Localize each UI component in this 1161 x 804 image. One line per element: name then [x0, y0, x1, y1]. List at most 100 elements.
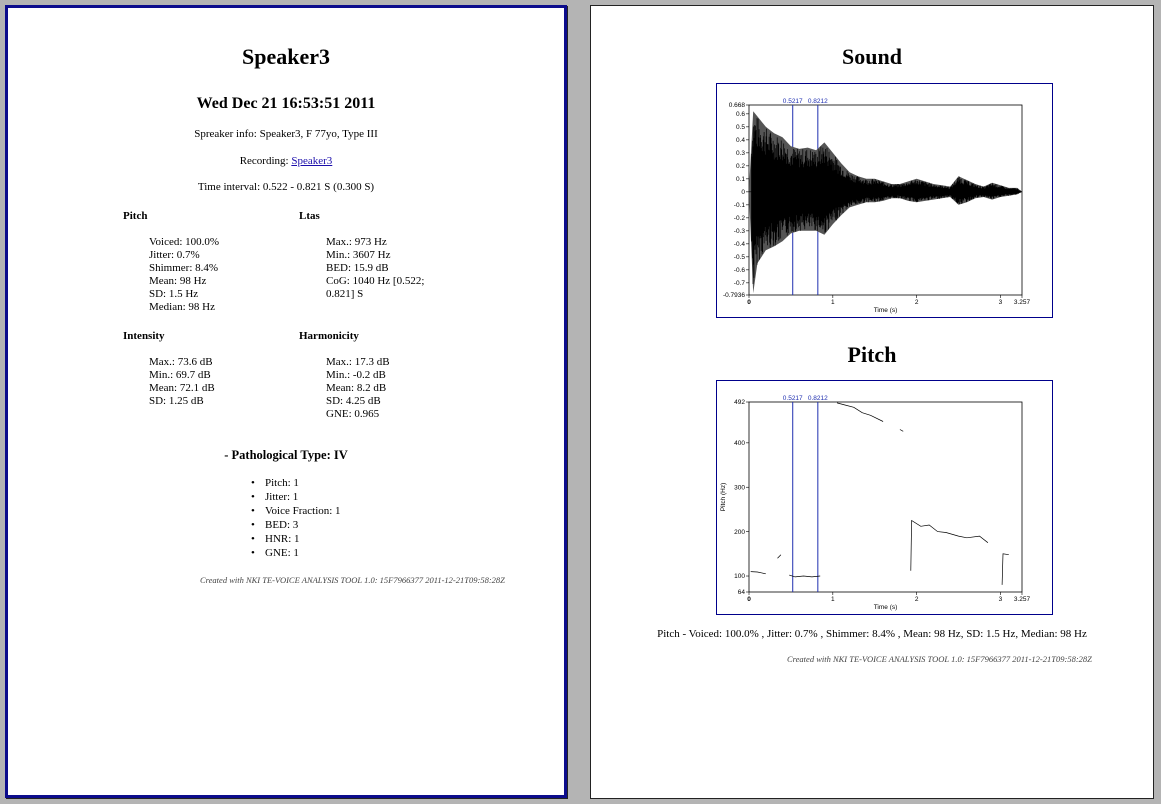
- ltas-heading: Ltas: [299, 210, 320, 222]
- pitch-jitter: Jitter: 0.7%: [149, 249, 200, 261]
- harmonicity-gne: GNE: 0.965: [326, 408, 380, 420]
- speaker-title: Speaker3: [242, 44, 330, 69]
- ltas-max: Max.: 973 Hz: [326, 236, 387, 248]
- y-tick-label: 400: [734, 440, 745, 447]
- ltas-cog: CoG: 1040 Hz [0.522;: [326, 275, 425, 287]
- y-tick-label: -0.7936: [723, 292, 745, 299]
- pitch-voiced: Voiced: 100.0%: [149, 236, 220, 248]
- harmonicity-sd: SD: 4.25 dB: [326, 395, 381, 407]
- pitch-summary: Pitch - Voiced: 100.0% , Jitter: 0.7% , …: [657, 628, 1087, 640]
- ltas-bed: BED: 15.9 dB: [326, 262, 389, 274]
- y-tick-label: 0.668: [729, 102, 746, 109]
- pathological-heading: - Pathological Type: IV: [224, 448, 348, 462]
- selection-label: 0.8212: [808, 395, 828, 402]
- intensity-heading: Intensity: [123, 330, 165, 342]
- sound-figure: 0.668 0.6 0.5 0.4 0.3 0.2 0.1 0 -0.1 -0.2 -0.3 -0.4…: [716, 83, 1053, 318]
- y-tick-label: 0.2: [736, 163, 745, 170]
- waveform-strokes: [751, 118, 1022, 284]
- y-tick-label: 100: [734, 573, 745, 580]
- y-tick-label: 0.4: [736, 137, 745, 144]
- recording-label: Recording:: [239, 155, 289, 167]
- y-tick-label: 200: [734, 529, 745, 536]
- y-tick-label: -0.3: [734, 228, 746, 235]
- speaker-info: Spreaker info: Speaker3, F 77yo, Type II…: [194, 128, 378, 140]
- intensity-min: Min.: 69.7 dB: [149, 369, 211, 381]
- pitch-segment: [777, 554, 782, 559]
- pitch-segment: [750, 571, 766, 575]
- pathological-pitch: Pitch: 1: [251, 476, 341, 490]
- pathological-bed: BED: 3: [251, 518, 341, 532]
- page2-footer: Created with NKI TE-VOICE ANALYSIS TOOL …: [787, 654, 1092, 664]
- harmonicity-list: Max.: 17.3 dB Min.: -0.2 dB Mean: 8.2 dB…: [326, 356, 390, 421]
- y-tick-label: -0.1: [734, 202, 746, 209]
- page1-footer: Created with NKI TE-VOICE ANALYSIS TOOL …: [200, 575, 505, 585]
- harmonicity-mean: Mean: 8.2 dB: [326, 382, 387, 394]
- pitch-contour-chart: 492 400 300 200 100 640 1 2 3 3.257 Time (s) Pitch …: [720, 395, 1031, 611]
- x-tick-label: 3: [999, 596, 1003, 603]
- sound-title-block: Sound: [591, 44, 1153, 70]
- selection-label: 0.5217: [783, 395, 803, 402]
- x-axis-label: Time (s): [874, 307, 898, 314]
- plot-frame: [748, 104, 1023, 296]
- waveform-envelope: [749, 111, 1022, 294]
- pathological-list: Pitch: 1 Jitter: 1 Voice Fraction: 1 BED…: [251, 476, 341, 560]
- recording-line: Recording: Speaker3: [8, 155, 564, 167]
- plot-frame: [748, 401, 1023, 593]
- pathological-gne: GNE: 1: [251, 546, 341, 560]
- x-tick-label: 2: [915, 299, 919, 306]
- ltas-min: Min.: 3607 Hz: [326, 249, 391, 261]
- y-tick-label: 0: [741, 189, 745, 196]
- y-tick-label: 0.6: [736, 111, 745, 118]
- pitch-shimmer: Shimmer: 8.4%: [149, 262, 219, 274]
- x-tick-label: 3.257: [1014, 596, 1031, 603]
- date-block: Wed Dec 21 16:53:51 2011: [8, 95, 564, 113]
- y-tick-label: -0.7: [734, 280, 746, 287]
- ltas-list: Max.: 973 Hz Min.: 3607 Hz BED: 15.9 dB …: [326, 236, 424, 301]
- y-tick-label: 300: [734, 484, 745, 491]
- pitch-figure: 492 400 300 200 100 64 0 1 2 3 3.257 Time (s) Pitch …: [716, 380, 1053, 615]
- y-tick-label: -0.5: [734, 254, 746, 261]
- pitch-segment: [910, 519, 989, 571]
- sound-title: Sound: [842, 44, 902, 69]
- x-tick-label: 0: [747, 596, 751, 603]
- pitch-title-block: Pitch: [591, 342, 1153, 368]
- x-tick-label: 3: [999, 299, 1003, 306]
- pitch-list: Voiced: 100.0% Jitter: 0.7% Shimmer: 8.4…: [149, 236, 219, 314]
- pitch-sd: SD: 1.5 Hz: [149, 288, 199, 300]
- speaker-title-block: Speaker3: [8, 44, 564, 70]
- selection-label: 0.8212: [808, 98, 828, 105]
- y-tick-label: 492: [734, 399, 745, 406]
- pitch-segment: [836, 402, 884, 422]
- pitch-segment: [1001, 553, 1009, 585]
- harmonicity-heading: Harmonicity: [299, 330, 359, 342]
- sound-waveform-chart: 0.668 0.6 0.5 0.4 0.3 0.2 0.1 0 -0.1 -0.2 -0.3 -0.4…: [723, 98, 1031, 314]
- pathological-hnr: HNR: 1: [251, 532, 341, 546]
- y-tick-label: -0.2: [734, 215, 746, 222]
- report-page-1: Speaker3 Wed Dec 21 16:53:51 2011 Spreak…: [5, 5, 567, 798]
- x-tick-label: 0: [747, 299, 751, 306]
- y-axis-label: Pitch (Hz): [720, 483, 727, 512]
- ltas-cog-range: 0.821] S: [326, 288, 364, 300]
- y-tick-label: 0.3: [736, 150, 745, 157]
- pitch-mean: Mean: 98 Hz: [149, 275, 207, 287]
- pitch-title: Pitch: [847, 342, 897, 367]
- pathological-voice-fraction: Voice Fraction: 1: [251, 504, 341, 518]
- x-tick-label: 1: [831, 596, 835, 603]
- x-tick-label: 2: [915, 596, 919, 603]
- x-axis-label: Time (s): [874, 604, 898, 611]
- y-tick-label: 64: [738, 589, 746, 596]
- x-tick-label: 3.257: [1014, 299, 1031, 306]
- y-tick-label: 0.5: [736, 124, 745, 131]
- intensity-max: Max.: 73.6 dB: [149, 356, 213, 368]
- y-tick-label: 0.1: [736, 176, 745, 183]
- pitch-median: Median: 98 Hz: [149, 301, 215, 313]
- harmonicity-max: Max.: 17.3 dB: [326, 356, 390, 368]
- selection-label: 0.5217: [783, 98, 803, 105]
- recording-link[interactable]: Speaker3: [291, 155, 333, 167]
- intensity-list: Max.: 73.6 dB Min.: 69.7 dB Mean: 72.1 d…: [149, 356, 215, 408]
- y-tick-label: -0.4: [734, 241, 746, 248]
- report-date: Wed Dec 21 16:53:51 2011: [196, 95, 376, 112]
- pitch-heading: Pitch: [123, 210, 148, 222]
- y-tick-label: -0.6: [734, 267, 746, 274]
- pathological-jitter: Jitter: 1: [251, 490, 341, 504]
